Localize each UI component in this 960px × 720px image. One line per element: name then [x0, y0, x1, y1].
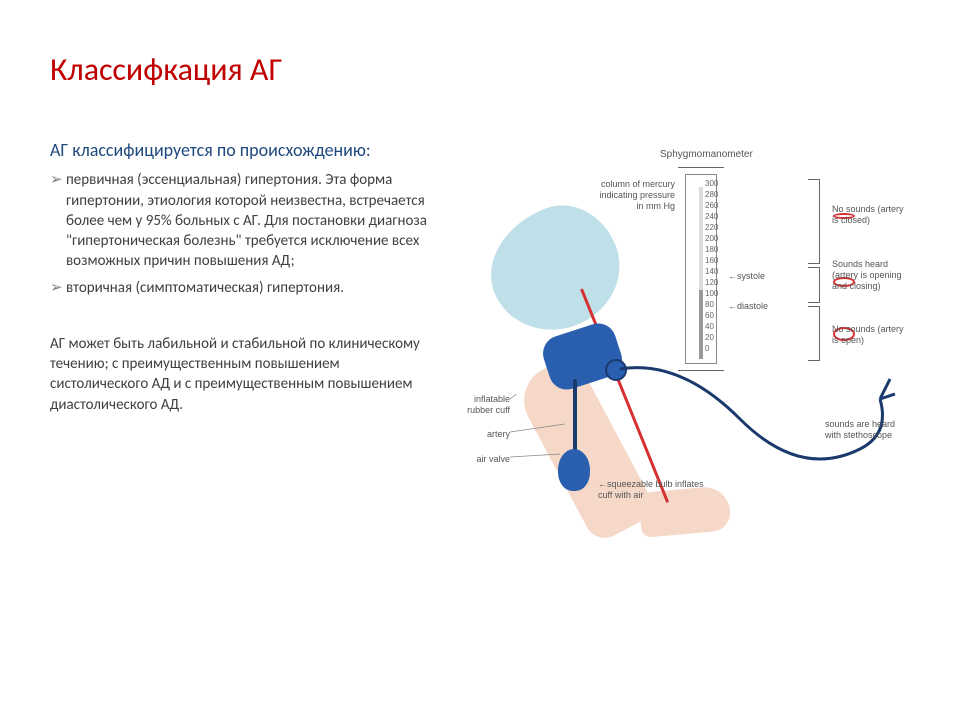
scale-value: 220 [705, 223, 718, 232]
text-column: АГ классифицируется по происхождению: пе… [50, 139, 430, 559]
stethoscope-label: sounds are heard with stethoscope [825, 419, 910, 441]
bullet-item: первичная (эссенциальная) гипертония. Эт… [66, 170, 430, 271]
tube-shape [573, 379, 577, 454]
scale-value: 120 [705, 278, 718, 287]
bulb-label: ←squeezable bulb inflates cuff with air [598, 479, 708, 501]
scale-value: 40 [705, 322, 714, 331]
scale-value: 80 [705, 300, 714, 309]
page-title: Классифкация АГ [50, 50, 910, 89]
scale-value: 20 [705, 333, 714, 342]
artery-label: artery [450, 429, 510, 440]
cuff-label: inflatable rubber cuff [450, 394, 510, 416]
valve-label: air valve [450, 454, 510, 465]
mercury-label: column of mercury indicating pressure in… [590, 179, 675, 211]
paragraph: АГ может быть лабильной и стабильной по … [50, 334, 430, 415]
systole-arrow: ←systole [728, 271, 765, 281]
scale-value: 180 [705, 245, 718, 254]
systole-label: systole [737, 271, 765, 281]
bullet-item: вторичная (симптоматическая) гипертония. [66, 278, 430, 298]
sound-bracket [808, 306, 820, 361]
scale-value: 160 [705, 256, 718, 265]
scale-value: 140 [705, 267, 718, 276]
sound-label: Sounds heard (artery is opening and clos… [832, 259, 910, 291]
subheading: АГ классифицируется по происхождению: [50, 139, 430, 162]
scale-value: 240 [705, 212, 718, 221]
scale-value: 200 [705, 234, 718, 243]
arm-sleeve-shape [473, 190, 636, 347]
sphygmomanometer-diagram: Sphygmomanometer column of mercury indic… [450, 139, 910, 559]
diagram-title-label: Sphygmomanometer [660, 149, 753, 161]
scale-value: 100 [705, 289, 718, 298]
leader-lines-icon [510, 394, 570, 474]
scale-value: 0 [705, 344, 709, 353]
scale-value: 300 [705, 179, 718, 188]
sound-label: No sounds (artery is open) [832, 324, 910, 346]
sound-label: No sounds (artery is closed) [832, 204, 910, 226]
sound-bracket [808, 267, 820, 303]
scale-value: 260 [705, 201, 718, 210]
slide: Классифкация АГ АГ классифицируется по п… [0, 0, 960, 720]
bullet-list: первичная (эссенциальная) гипертония. Эт… [50, 170, 430, 298]
content-row: АГ классифицируется по происхождению: пе… [50, 139, 910, 559]
diastole-arrow: ←diastole [728, 301, 768, 311]
scale-value: 280 [705, 190, 718, 199]
scale-value: 60 [705, 311, 714, 320]
mercury-column [699, 187, 703, 359]
sound-bracket [808, 179, 820, 264]
diastole-label: diastole [737, 301, 768, 311]
